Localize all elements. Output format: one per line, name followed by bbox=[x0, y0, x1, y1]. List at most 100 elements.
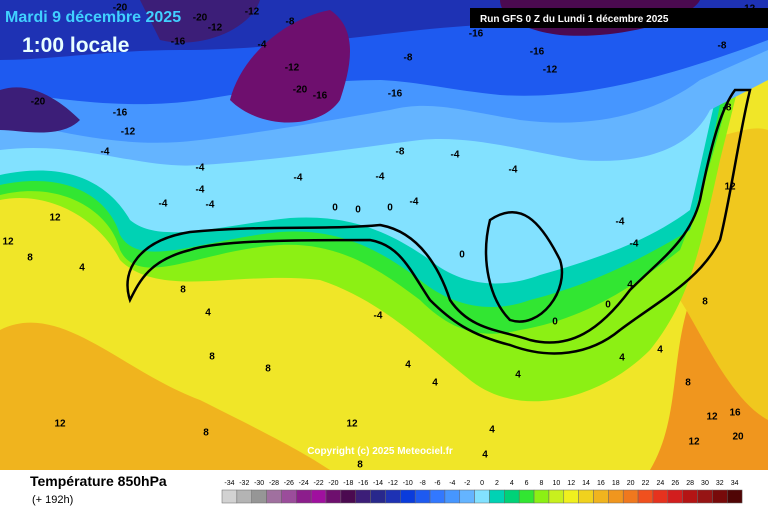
legend-label: 8 bbox=[540, 480, 544, 487]
isotherm-labels: -20-20-12-8-16-12-4-20-16-12-16-8-16-16-… bbox=[2, 3, 755, 471]
isotherm-label: -16 bbox=[388, 89, 403, 100]
legend-swatch bbox=[414, 489, 431, 504]
legend-swatch bbox=[593, 489, 609, 504]
legend-label: -10 bbox=[403, 480, 413, 487]
isotherm-label: -8 bbox=[404, 53, 413, 64]
legend-label: -16 bbox=[358, 480, 368, 487]
legend-label: -8 bbox=[419, 480, 425, 487]
warm-zone bbox=[650, 300, 768, 470]
legend-label: -6 bbox=[434, 480, 440, 487]
legend-swatch bbox=[489, 489, 505, 504]
isotherm-label: -4 bbox=[374, 311, 383, 322]
isotherm-label: 0 bbox=[552, 317, 558, 328]
isotherm-label: 8 bbox=[357, 460, 363, 471]
isotherm-label: 0 bbox=[387, 203, 393, 214]
legend-label: 22 bbox=[642, 480, 650, 487]
isotherm-label: 0 bbox=[355, 205, 361, 216]
isotherm-label: 8 bbox=[180, 285, 186, 296]
legend-label: 18 bbox=[612, 480, 620, 487]
legend-label: -2 bbox=[464, 480, 470, 487]
legend-swatch bbox=[608, 489, 624, 504]
legend-label: -22 bbox=[314, 480, 324, 487]
run-box bbox=[470, 8, 768, 28]
isotherm-label: 4 bbox=[482, 450, 488, 461]
isotherm-label: -12 bbox=[245, 7, 260, 18]
isotherm-label: -20 bbox=[193, 13, 208, 24]
map: -20-20-12-8-16-12-4-20-16-12-16-8-16-16-… bbox=[0, 0, 768, 471]
legend-label: -12 bbox=[388, 480, 398, 487]
isotherm bbox=[484, 210, 564, 323]
isotherm-label: -20 bbox=[31, 97, 46, 108]
legend-swatch bbox=[370, 489, 386, 504]
legend-swatch bbox=[548, 489, 565, 504]
isotherm-label: -8 bbox=[718, 41, 727, 52]
legend-label: 10 bbox=[552, 480, 560, 487]
legend-swatch bbox=[518, 489, 535, 504]
warm-zone bbox=[0, 322, 330, 470]
legend-label: 6 bbox=[525, 480, 529, 487]
legend-label: 0 bbox=[480, 480, 484, 487]
legend-label: -4 bbox=[449, 480, 455, 487]
isotherm-label: 4 bbox=[79, 263, 85, 274]
isotherm-label: 4 bbox=[432, 378, 438, 389]
isotherm-label: -4 bbox=[616, 217, 625, 228]
isotherm-label: 16 bbox=[729, 408, 741, 419]
legend-swatch bbox=[622, 489, 639, 504]
legend: -34 -32 -30 -28 -26 -24 -22 -20 -18 -16 -14 -12 -10-… bbox=[221, 480, 743, 504]
isotherm-label: -4 bbox=[196, 185, 205, 196]
legend-swatch bbox=[578, 489, 594, 504]
legend-swatch bbox=[563, 489, 579, 504]
legend-swatch bbox=[459, 489, 475, 504]
isotherm-label: -8 bbox=[286, 17, 295, 28]
legend-swatch bbox=[310, 489, 327, 504]
legend-label: 26 bbox=[671, 480, 679, 487]
isotherm-label: 4 bbox=[657, 345, 663, 356]
legend-swatch bbox=[697, 489, 713, 504]
legend-label: -28 bbox=[269, 480, 279, 487]
legend-label: 2 bbox=[495, 480, 499, 487]
legend-label: 4 bbox=[510, 480, 514, 487]
isotherm-label: -4 bbox=[206, 200, 215, 211]
isotherm-label: -16 bbox=[469, 29, 484, 40]
legend-label: 24 bbox=[656, 480, 664, 487]
isotherm-label: -4 bbox=[509, 165, 518, 176]
legend-swatch bbox=[504, 489, 520, 504]
legend-label: 12 bbox=[567, 480, 575, 487]
isotherm-label: 12 bbox=[688, 437, 700, 448]
legend-swatch bbox=[296, 489, 312, 504]
legend-label: -30 bbox=[254, 480, 264, 487]
isotherm-label: -4 bbox=[410, 197, 419, 208]
isotherm-label: 4 bbox=[515, 370, 521, 381]
isotherm-label: 12 bbox=[724, 182, 736, 193]
legend-label: 16 bbox=[597, 480, 605, 487]
legend-swatch bbox=[637, 489, 654, 504]
local-time: 1:00 locale bbox=[22, 34, 129, 57]
isotherm-label: -4 bbox=[630, 239, 639, 250]
isotherm-label: 4 bbox=[205, 308, 211, 319]
legend-label: 30 bbox=[701, 480, 709, 487]
legend-label: 28 bbox=[686, 480, 694, 487]
isotherm-label: -20 bbox=[293, 85, 308, 96]
legend-swatch bbox=[355, 489, 371, 504]
legend-swatch bbox=[474, 489, 490, 504]
isotherm-label: 4 bbox=[627, 280, 633, 291]
isotherm-label: 0 bbox=[332, 203, 338, 214]
isotherm-label: 12 bbox=[49, 213, 61, 224]
isotherm-label: -16 bbox=[113, 108, 128, 119]
isotherm-label: -4 bbox=[294, 173, 303, 184]
isotherm-label: -16 bbox=[313, 91, 328, 102]
legend-swatch bbox=[251, 489, 267, 504]
legend-swatch bbox=[400, 489, 416, 504]
legend-label: -20 bbox=[328, 480, 338, 487]
isotherm-label: 12 bbox=[54, 419, 66, 430]
isotherm-label: 0 bbox=[459, 250, 465, 261]
footer-title: Température 850hPa bbox=[30, 473, 167, 489]
legend-label: -32 bbox=[239, 480, 249, 487]
isotherm-label: -8 bbox=[396, 147, 405, 158]
isotherm-label: -4 bbox=[159, 199, 168, 210]
frigid-zone bbox=[230, 10, 350, 123]
isotherm-label: 8 bbox=[265, 364, 271, 375]
isotherm-label: 4 bbox=[489, 425, 495, 436]
isotherm-label: -4 bbox=[101, 147, 110, 158]
isotherm-label: -20 bbox=[113, 3, 128, 14]
